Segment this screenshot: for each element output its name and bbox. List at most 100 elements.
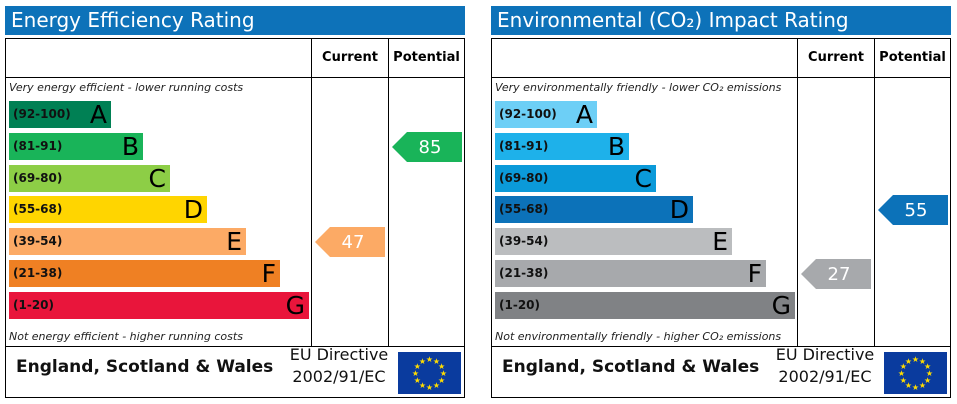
star-icon: ★ (440, 369, 447, 378)
header-divider (6, 77, 464, 78)
star-icon: ★ (414, 362, 421, 371)
star-icon: ★ (900, 362, 907, 371)
star-icon: ★ (924, 376, 931, 385)
caption-bottom: Not energy efficient - higher running co… (9, 330, 243, 343)
panel-title: Environmental (CO₂) Impact Rating (491, 6, 951, 35)
rating-band-d: (55-68) D (495, 195, 693, 225)
band-letter: B (607, 131, 625, 161)
rating-band-c: (69-80) C (495, 163, 656, 193)
potential-rating-arrow: 85 (392, 131, 462, 162)
eu-stars-icon: ★★★★★★★★★ ★ ★★ (898, 355, 933, 392)
potential-rating-arrow: 55 (878, 195, 948, 226)
star-icon: ★ (438, 376, 445, 385)
footer-directive-line2: 2002/91/EC (778, 367, 872, 386)
band-range-label: (92-100) (13, 107, 71, 121)
star-icon: ★ (426, 355, 433, 364)
star-icon: ★ (919, 381, 926, 390)
band-range-label: (1-20) (13, 297, 54, 312)
band-letter: A (575, 100, 593, 129)
column-divider (388, 39, 389, 346)
band-range-label: (55-68) (13, 202, 63, 217)
footer-directive-line2: 2002/91/EC (292, 367, 386, 386)
energy-efficiency-panel: Energy Efficiency Rating Current Potenti… (5, 6, 465, 398)
band-range-label: (39-54) (499, 234, 549, 249)
star-icon: ★ (438, 362, 445, 371)
eu-flag: ★ ★ ★ ★ ★ ★ ★ ★ ★ ★ ★ ★ (884, 352, 947, 394)
band-range-label: (21-38) (499, 266, 549, 280)
star-icon: ★ (912, 355, 919, 364)
current-rating-arrow: 47 (315, 227, 385, 258)
rating-band-f: (21-38) F (495, 260, 766, 287)
rating-band-b: (81-91) B (9, 131, 143, 161)
star-icon: ★ (926, 369, 933, 378)
band-range-label: (1-20) (499, 297, 540, 312)
current-arrow-shape (315, 227, 385, 258)
rating-band-f: (21-38) F (9, 260, 280, 287)
star-icon: ★ (924, 362, 931, 371)
caption-top: Very environmentally friendly - lower CO… (495, 81, 782, 94)
band-letter: D (669, 195, 689, 225)
star-icon: ★ (912, 383, 919, 392)
rating-band-a: (92-100) A (9, 101, 111, 128)
potential-rating-value: 85 (419, 137, 442, 158)
potential-arrow-shape (392, 131, 462, 162)
band-range-label: (21-38) (13, 266, 63, 280)
rating-band-e: (39-54) E (9, 228, 246, 256)
caption-bottom: Not environmentally friendly - higher CO… (495, 330, 782, 343)
star-icon: ★ (898, 369, 905, 378)
rating-band-c: (69-80) C (9, 163, 170, 193)
star-icon: ★ (905, 357, 912, 366)
potential-arrow-shape (878, 195, 948, 226)
band-letter: C (634, 163, 652, 193)
rating-band-e: (39-54) E (495, 227, 732, 257)
band-letter: C (148, 163, 166, 193)
band-letter: E (712, 227, 728, 257)
rating-band-d: (55-68) D (9, 195, 207, 225)
rating-band-a: (92-100) A (495, 101, 597, 128)
band-letter: D (183, 195, 203, 225)
footer-region: England, Scotland & Wales (16, 357, 274, 377)
star-icon: ★ (426, 383, 433, 392)
star-icon: ★ (419, 357, 426, 366)
band-range-label: (92-100) (499, 107, 557, 121)
current-column-header: Current (808, 50, 864, 65)
eu-flag: ★ ★ ★ ★ ★ ★ ★ ★ ★ ★ ★ ★ (398, 352, 461, 394)
footer-divider (6, 346, 464, 347)
current-column-header: Current (322, 50, 378, 65)
star-icon: ★ (433, 357, 440, 366)
rating-frame: Current Potential Very environmentally f… (491, 38, 951, 398)
band-range-label: (55-68) (499, 202, 549, 217)
band-range-label: (81-91) (499, 138, 549, 153)
footer-directive-line1: EU Directive (289, 345, 389, 364)
star-icon: ★ (419, 381, 426, 390)
current-arrow-shape (801, 259, 871, 289)
band-range-label: (69-80) (13, 170, 63, 185)
band-letter: G (285, 290, 305, 320)
column-divider (874, 39, 875, 346)
star-icon: ★ (414, 376, 421, 385)
potential-rating-value: 55 (905, 200, 928, 221)
panel-title: Energy Efficiency Rating (5, 6, 465, 35)
band-range-label: (69-80) (499, 170, 549, 185)
band-letter: A (89, 100, 107, 129)
column-divider (797, 39, 798, 346)
footer-directive-line1: EU Directive (775, 345, 875, 364)
environmental-impact-panel: Environmental (CO₂) Impact Rating Curren… (491, 6, 951, 398)
current-rating-arrow: 27 (801, 259, 871, 289)
band-letter: G (771, 290, 791, 320)
star-icon: ★ (433, 381, 440, 390)
star-icon: ★ (919, 357, 926, 366)
current-rating-value: 47 (342, 232, 365, 253)
potential-column-header: Potential (879, 50, 946, 65)
rating-band-b: (81-91) B (495, 131, 629, 161)
rating-band-g: (1-20) G (9, 290, 309, 320)
band-letter: F (747, 259, 762, 288)
caption-top: Very energy efficient - lower running co… (9, 81, 244, 94)
column-divider (311, 39, 312, 346)
band-letter: B (121, 131, 139, 161)
rating-frame: Current Potential Very energy efficient … (5, 38, 465, 398)
potential-column-header: Potential (393, 50, 460, 65)
star-icon: ★ (412, 369, 419, 378)
band-range-label: (39-54) (13, 234, 63, 249)
header-divider (492, 77, 950, 78)
